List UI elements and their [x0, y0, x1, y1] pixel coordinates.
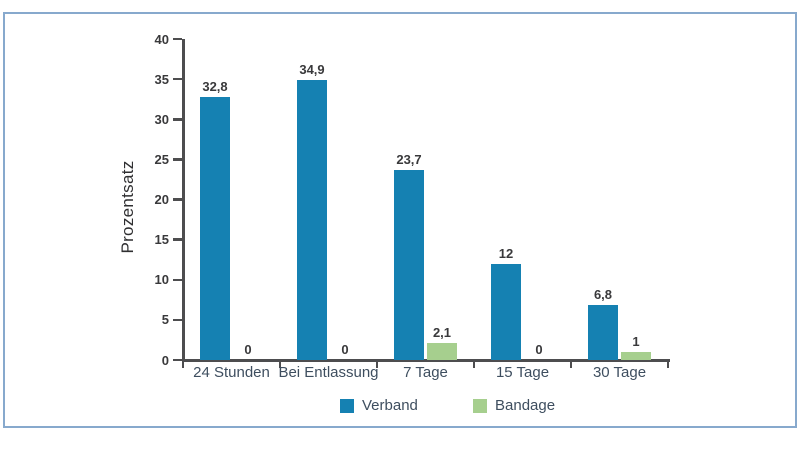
y-axis-line — [181, 39, 185, 360]
y-tick-label: 30 — [154, 111, 169, 127]
y-tick-label: 10 — [154, 272, 169, 288]
y-tick-label: 20 — [154, 192, 169, 207]
y-axis-tick — [173, 37, 182, 41]
bar-verband-1 — [200, 96, 230, 360]
bar-bandage-3 — [427, 343, 457, 360]
bar-value-label: 0 — [341, 342, 349, 357]
y-axis-tick — [173, 318, 182, 322]
y-tick-label: 15 — [154, 232, 169, 248]
x-tick-label-5: 30 Tage — [592, 364, 647, 381]
y-axis-tick — [173, 278, 182, 281]
bar-value-label: 1 — [632, 333, 640, 349]
x-tick-label-1: 24 Stunden — [193, 364, 270, 381]
legend-item-verband: Verband — [340, 398, 418, 413]
legend-swatch-verband — [340, 398, 354, 413]
bar-verband-3 — [394, 169, 424, 360]
bar-value-label: 34,9 — [299, 61, 325, 77]
x-tick-label-3: 7 Tage — [403, 364, 448, 381]
y-tick-label: 0 — [161, 352, 169, 368]
x-tick-label-4: 15 Tage — [495, 364, 550, 381]
y-axis-tick — [173, 77, 182, 81]
x-axis-tick — [666, 361, 670, 368]
legend-label: Verband — [362, 397, 418, 414]
x-tick-label-2: Bei Entlassung — [278, 364, 379, 381]
bar-bandage-5 — [621, 351, 651, 360]
x-axis-tick — [569, 361, 573, 368]
legend-label: Bandage — [495, 397, 556, 414]
bar-value-label: 6,8 — [593, 287, 613, 303]
legend-item-bandage: Bandage — [473, 398, 555, 413]
bar-verband-5 — [588, 305, 618, 360]
y-axis-tick — [173, 118, 182, 121]
x-axis-line — [181, 358, 670, 362]
y-tick-label: 40 — [154, 31, 169, 47]
bar-value-label: 0 — [244, 342, 252, 357]
y-tick-label: 5 — [161, 312, 169, 328]
x-axis-tick — [278, 361, 282, 368]
y-tick-label: 35 — [154, 71, 169, 87]
bar-value-label: 0 — [535, 342, 543, 357]
y-tick-label: 25 — [154, 151, 169, 167]
x-axis-tick — [181, 361, 185, 368]
bar-verband-4 — [491, 263, 521, 360]
bar-verband-2 — [297, 79, 327, 360]
x-axis-tick — [375, 361, 379, 368]
y-axis-tick — [173, 238, 182, 241]
legend-swatch-bandage — [473, 398, 487, 413]
bar-value-label: 2,1 — [432, 325, 452, 341]
y-axis-tick — [173, 158, 182, 161]
bar-value-label: 23,7 — [396, 151, 422, 167]
bar-value-label: 12 — [498, 245, 514, 261]
x-axis-tick — [472, 361, 476, 368]
y-axis-tick — [173, 198, 182, 201]
y-axis-tick — [173, 358, 182, 362]
bar-value-label: 32,8 — [202, 78, 228, 94]
